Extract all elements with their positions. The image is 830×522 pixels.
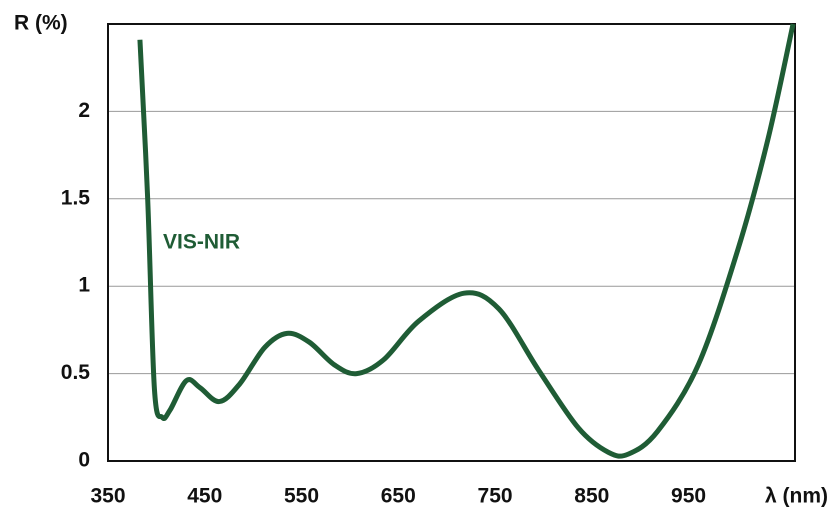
x-tick-label: 350: [90, 485, 125, 508]
line-series: [137, 23, 796, 459]
x-tick-label: 550: [284, 485, 319, 508]
y-tick-label: 0: [78, 449, 90, 472]
x-tick-label: 950: [671, 485, 706, 508]
y-tick-label: 0.5: [61, 361, 91, 384]
x-tick-label: 750: [478, 485, 513, 508]
x-axis-label: λ (nm): [765, 485, 828, 508]
y-axis-label: R (%): [14, 12, 68, 35]
y-tick-label: 1: [78, 274, 90, 297]
y-tick-label: 2: [78, 99, 90, 122]
x-tick-label: 650: [381, 485, 416, 508]
x-tick-label: 450: [187, 485, 222, 508]
y-tick-label: 1.5: [61, 186, 91, 209]
annotation: VIS-NIR: [163, 231, 240, 254]
plot-frame: [107, 23, 796, 462]
x-tick-label: 850: [574, 485, 609, 508]
